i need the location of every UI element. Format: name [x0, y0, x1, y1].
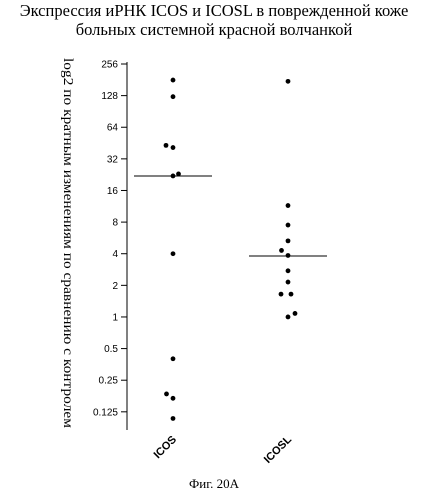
y-tick-label: 1 — [112, 312, 118, 323]
y-tick-label: 2 — [112, 281, 118, 292]
data-point-icos — [171, 94, 176, 99]
data-point-icos — [171, 396, 176, 401]
data-point-icosl — [279, 248, 284, 253]
y-tick-label: 0.125 — [93, 407, 118, 418]
median-lines — [134, 176, 327, 256]
x-axis-labels: ICOS ICOSL — [152, 433, 295, 465]
data-point-icos — [171, 251, 176, 256]
data-point-icos — [164, 392, 169, 397]
data-point-icos — [171, 78, 176, 83]
y-tick-label: 0.5 — [104, 344, 118, 355]
y-axis-label: log2 по кратным изменениям по сравнению … — [60, 58, 75, 428]
data-point-icos — [164, 143, 169, 148]
data-point-icos — [171, 145, 176, 150]
x-category-label: ICOS — [152, 434, 180, 462]
y-tick-label: 16 — [107, 186, 119, 197]
y-tick-label: 0.25 — [99, 376, 119, 387]
y-tick-label: 4 — [112, 249, 118, 260]
data-point-icosl — [286, 315, 291, 320]
y-tick-label: 64 — [107, 123, 119, 134]
y-tick-label: 8 — [112, 218, 118, 229]
data-point-icos — [171, 416, 176, 421]
y-tick-label: 256 — [101, 60, 118, 71]
data-point-icosl — [286, 223, 291, 228]
y-tick-label: 32 — [107, 154, 119, 165]
data-point-icosl — [293, 311, 298, 316]
data-point-icosl — [286, 79, 291, 84]
data-point-icosl — [286, 238, 291, 243]
data-point-icosl — [286, 203, 291, 208]
y-axis: 0.125 0.25 0.5 1 2 4 8 16 32 64 128 256 — [93, 60, 127, 431]
data-point-icosl — [279, 292, 284, 297]
data-point-icosl — [286, 268, 291, 273]
data-point-icos — [171, 356, 176, 361]
figure-caption: Фиг. 20А — [0, 476, 428, 492]
y-tick-label: 128 — [101, 91, 118, 102]
data-point-icosl — [286, 280, 291, 285]
data-points — [164, 78, 298, 421]
y-axis-label-group: log2 по кратным изменениям по сравнению … — [60, 58, 75, 428]
x-category-label: ICOSL — [262, 433, 294, 465]
data-point-icosl — [286, 253, 291, 258]
data-point-icosl — [289, 292, 294, 297]
